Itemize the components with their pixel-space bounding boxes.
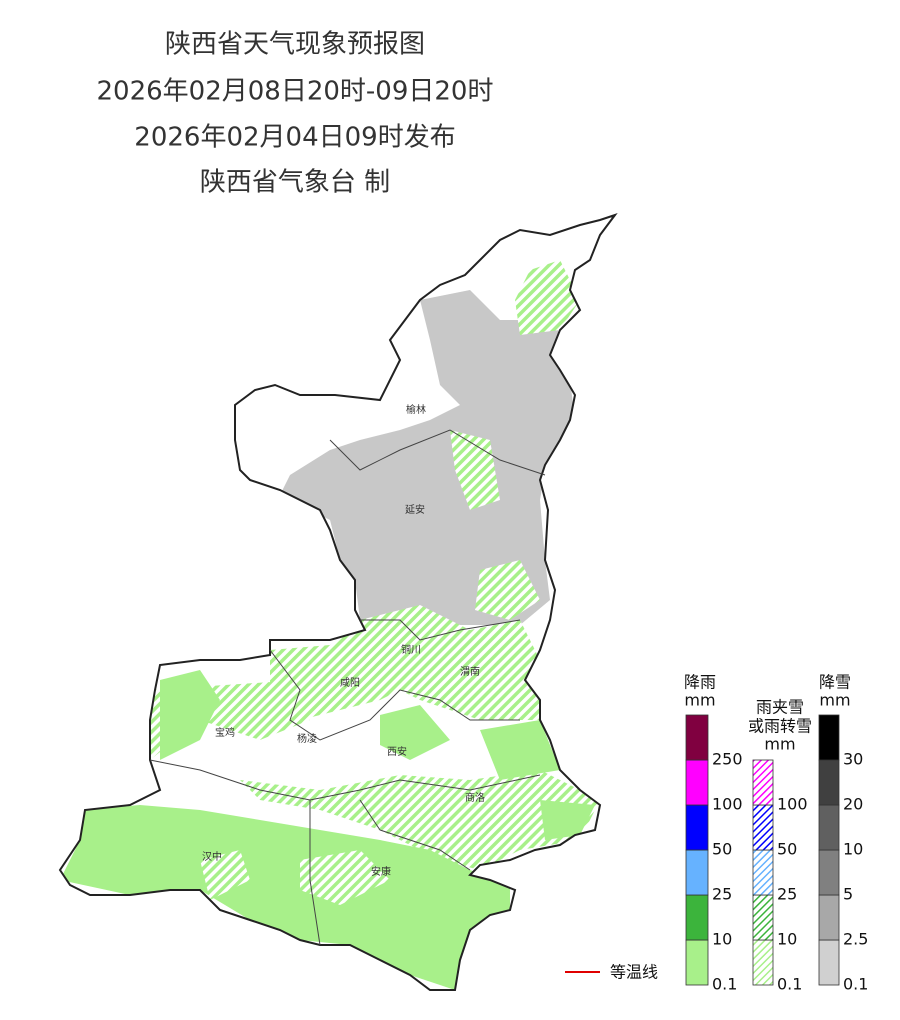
- legend-title: 降雪: [819, 673, 851, 692]
- legend-swatch: [818, 894, 840, 941]
- legend-swatch: [818, 939, 840, 986]
- rain-hatch: [150, 260, 600, 870]
- legend-swatch: [685, 759, 709, 806]
- legend-swatch: [818, 759, 840, 806]
- city-label: 渭南: [460, 665, 480, 678]
- legend-swatch: [752, 804, 774, 851]
- legend-unit: mm: [819, 691, 850, 710]
- city-label: 杨凌: [297, 732, 317, 745]
- legend-tick: 100: [777, 795, 808, 814]
- legend-tick: 30: [843, 750, 863, 769]
- city-label: 汉中: [202, 850, 222, 863]
- legend-swatch: [685, 849, 709, 896]
- legend-swatch: [685, 714, 709, 761]
- legend-swatch: [685, 804, 709, 851]
- legend-swatch: [752, 759, 774, 806]
- city-label: 安康: [371, 865, 391, 878]
- legend-tick: 2.5: [843, 930, 868, 949]
- legend-title: 降雨: [684, 673, 716, 692]
- legend-swatch: [818, 849, 840, 896]
- legend-swatch: [752, 894, 774, 941]
- legend-tick: 0.1: [843, 975, 868, 994]
- legend-swatch: [818, 804, 840, 851]
- legend-tick: 100: [712, 795, 743, 814]
- fields: [60, 215, 615, 990]
- city-label: 延安: [405, 503, 425, 516]
- city-label: 商洛: [465, 791, 485, 804]
- legend-swatch: [818, 714, 840, 761]
- legend-unit: mm: [764, 735, 795, 754]
- legend-tick: 10: [843, 840, 863, 859]
- legend-tick: 0.1: [712, 975, 737, 994]
- title: 陕西省天气现象预报图: [165, 30, 425, 60]
- legend-tick: 0.1: [777, 975, 802, 994]
- legend-swatch: [752, 939, 774, 986]
- snow-area: [280, 290, 575, 635]
- city-label: 咸阳: [340, 677, 360, 689]
- legend-title: 或雨转雪: [748, 717, 812, 736]
- legend-swatch: [685, 894, 709, 941]
- city-label: 宝鸡: [215, 726, 235, 739]
- legend-tick: 25: [777, 885, 797, 904]
- publisher: 陕西省气象台 制: [200, 168, 390, 198]
- city-borders: [149, 429, 546, 946]
- legend-tick: 10: [712, 930, 732, 949]
- legend-tick: 50: [712, 840, 732, 859]
- legend-tick: 250: [712, 750, 743, 769]
- legend-tick: 20: [843, 795, 863, 814]
- legend: 等温线 0.1102550100250降雨mm0.1102550100雨夹雪或雨…: [565, 673, 868, 994]
- period: 2026年02月08日20时-09日20时: [97, 77, 494, 107]
- rain-hatch-south: [200, 850, 390, 905]
- issued: 2026年02月04日09时发布: [134, 123, 455, 153]
- province-border: [58, 213, 618, 991]
- legend-tick: 5: [843, 885, 853, 904]
- legend-tick: 25: [712, 885, 732, 904]
- legend-tick: 50: [777, 840, 797, 859]
- isotherm-label: 等温线: [610, 963, 658, 982]
- legend-title: 雨夹雪: [756, 698, 804, 717]
- city-label: 铜川: [401, 644, 421, 656]
- legend-tick: 10: [777, 930, 797, 949]
- city-label: 西安: [387, 745, 407, 758]
- legend-swatch: [752, 849, 774, 896]
- legend-unit: mm: [684, 691, 715, 710]
- city-label: 榆林: [406, 403, 426, 416]
- legend-swatch: [685, 939, 709, 986]
- rain-area: [60, 670, 595, 990]
